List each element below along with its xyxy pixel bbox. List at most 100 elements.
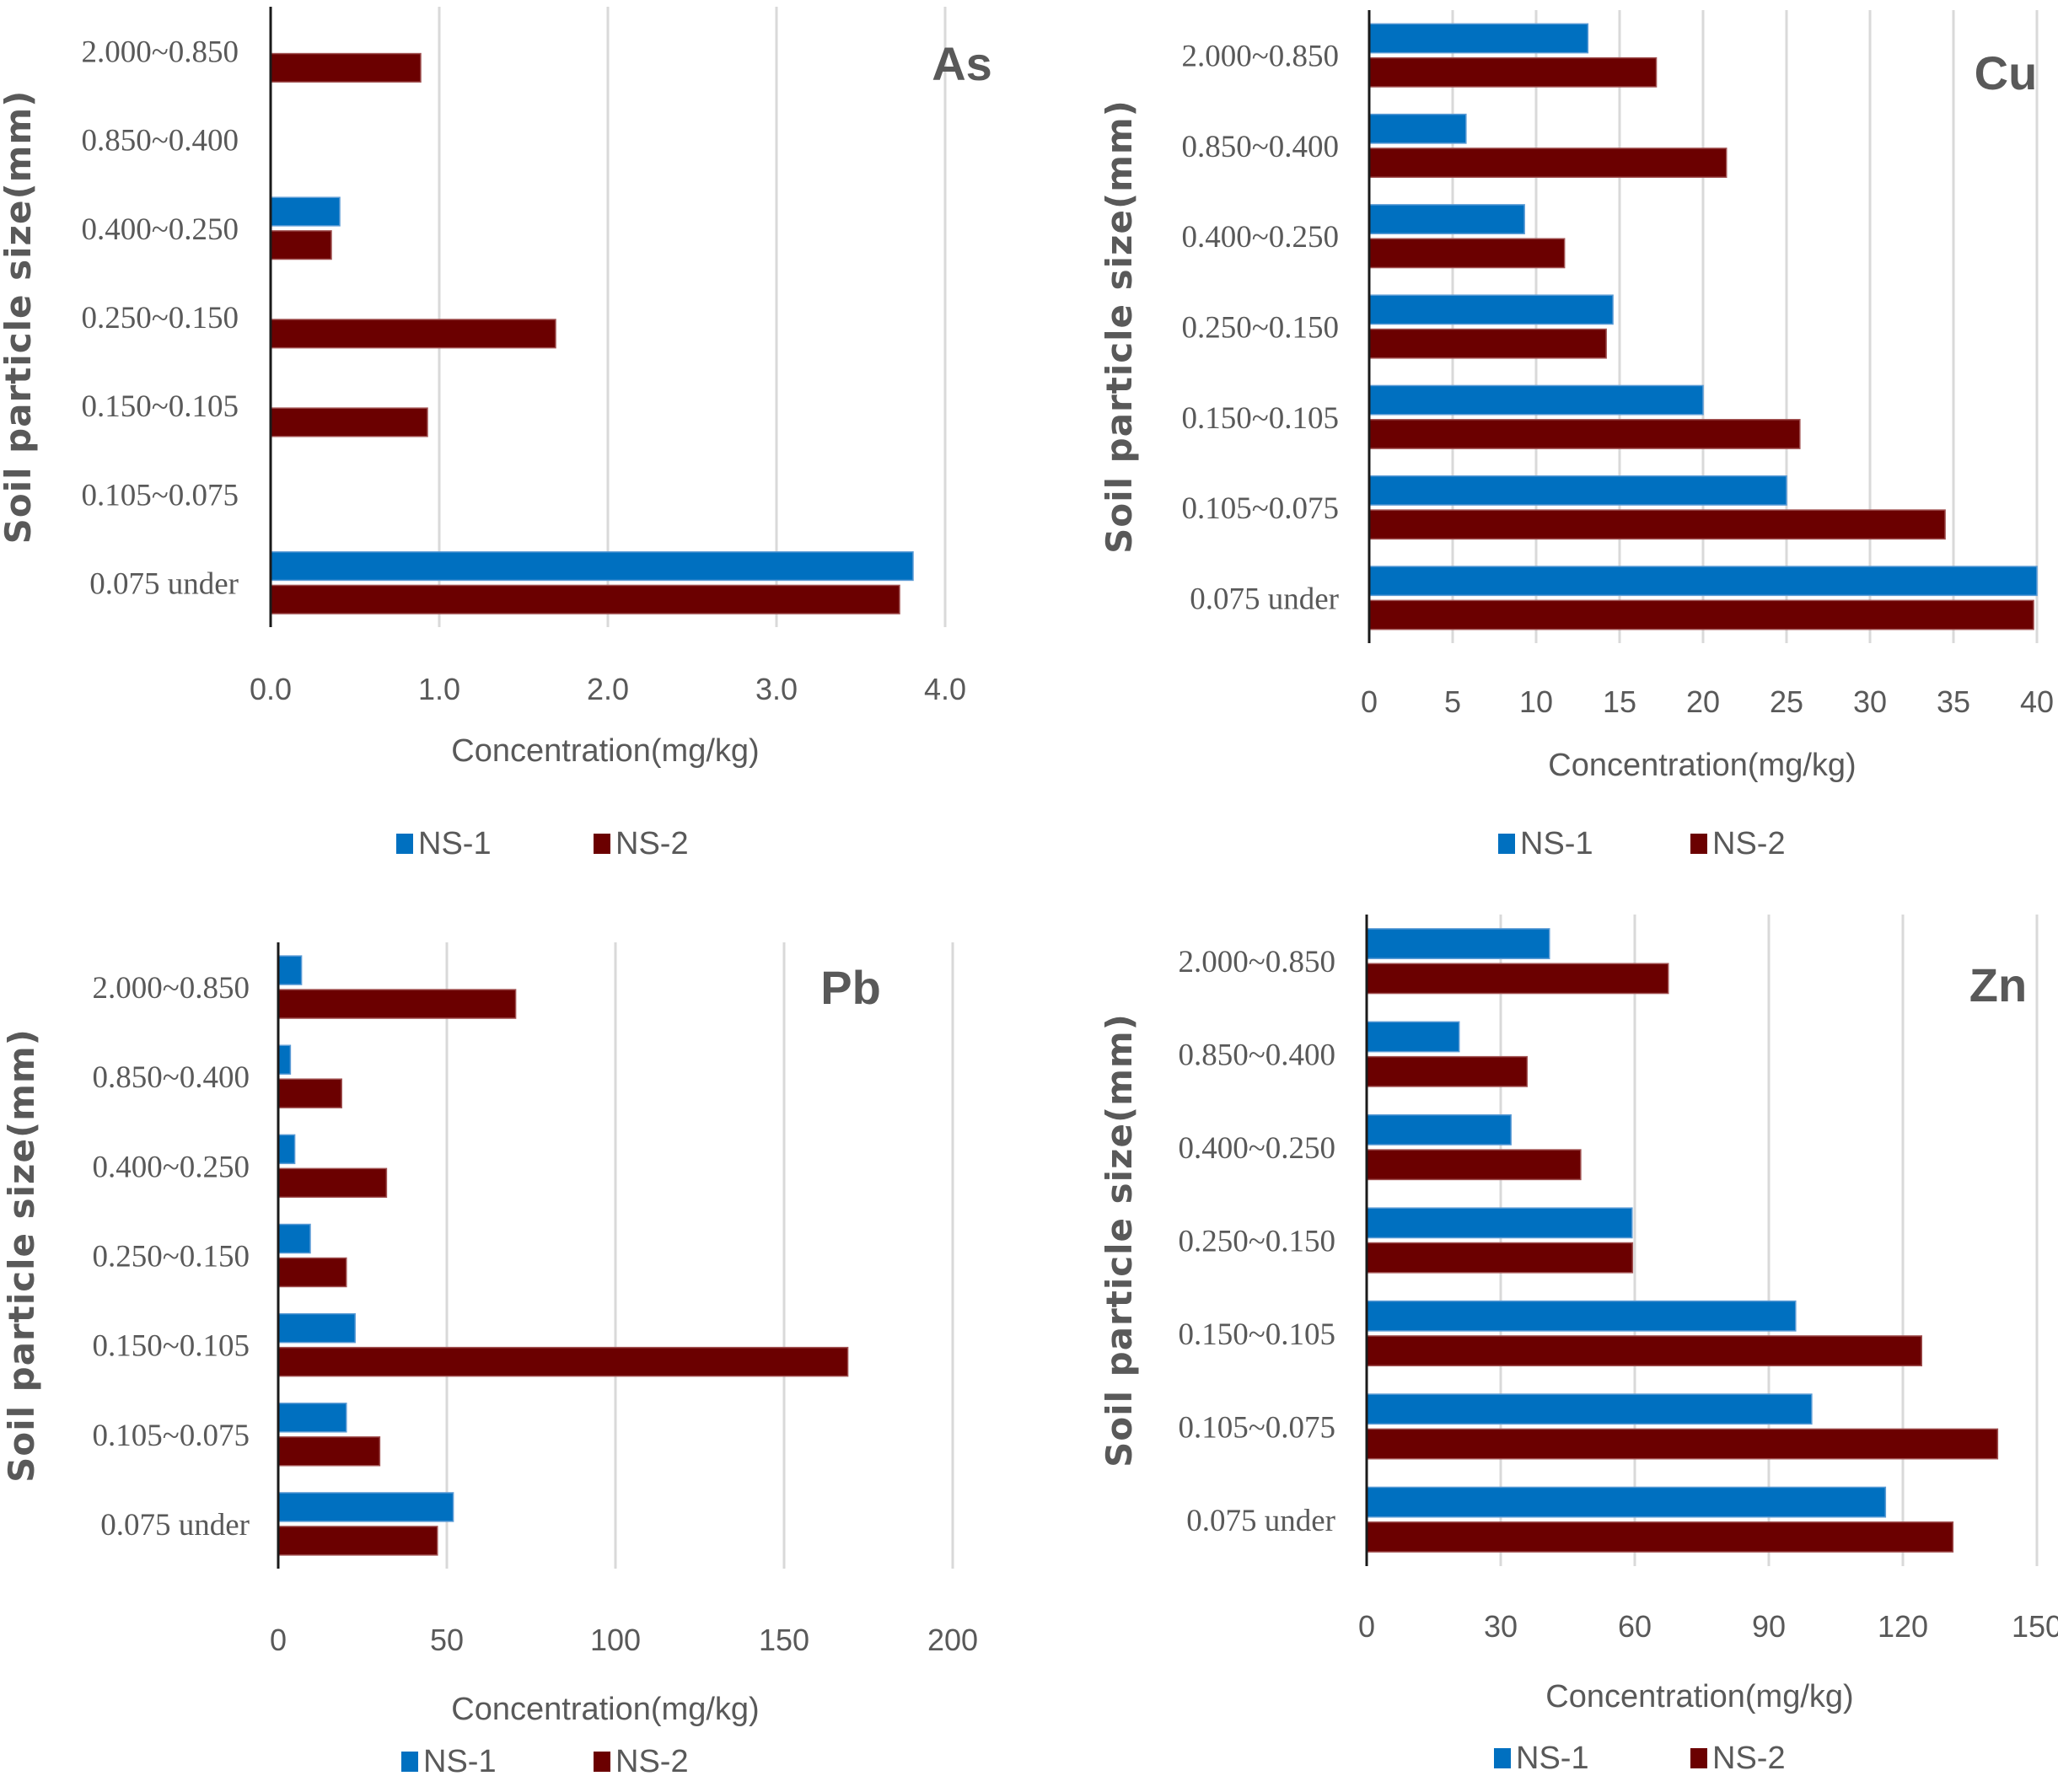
legend-item-ns-2[interactable]: NS-2 xyxy=(1690,1741,1786,1776)
y-category-label: 0.150~0.105 xyxy=(1181,401,1339,436)
bar-ns-2-2[interactable] xyxy=(270,230,332,260)
x-axis-title: Concentration(mg/kg) xyxy=(1548,748,1856,783)
bar-ns-2-6[interactable] xyxy=(277,1526,438,1556)
legend-label: NS-2 xyxy=(1712,1741,1786,1776)
bar-ns-1-3[interactable] xyxy=(277,1223,311,1254)
bar-ns-2-4[interactable] xyxy=(1366,1335,1923,1367)
legend-swatch xyxy=(594,834,610,854)
bar-ns-2-3[interactable] xyxy=(1366,1242,1634,1274)
bar-ns-1-4[interactable] xyxy=(1368,384,1704,416)
legend-item-ns-1[interactable]: NS-1 xyxy=(1494,1741,1589,1776)
bar-ns-2-6[interactable] xyxy=(1368,599,2034,630)
bar-ns-1-4[interactable] xyxy=(277,1312,356,1344)
x-tick-label: 10 xyxy=(1519,684,1553,719)
y-category-label: 2.000~0.850 xyxy=(92,971,250,1006)
legend-label: NS-2 xyxy=(615,826,689,861)
y-category-label: 0.250~0.150 xyxy=(1181,311,1339,346)
legend-label: NS-1 xyxy=(1516,1741,1589,1776)
bar-ns-2-0[interactable] xyxy=(270,52,422,83)
bar-ns-1-2[interactable] xyxy=(270,196,341,227)
bar-ns-2-0[interactable] xyxy=(277,989,517,1019)
bar-ns-2-4[interactable] xyxy=(1368,419,1801,449)
bar-ns-1-0[interactable] xyxy=(1368,23,1589,54)
bar-ns-1-6[interactable] xyxy=(270,551,914,582)
bar-ns-2-2[interactable] xyxy=(1368,238,1566,269)
x-tick-label: 25 xyxy=(1770,684,1803,719)
x-axis-title: Concentration(mg/kg) xyxy=(451,1692,759,1727)
legend-item-ns-2[interactable]: NS-2 xyxy=(594,826,689,861)
legend-label: NS-1 xyxy=(1520,826,1593,861)
legend-item-ns-2[interactable]: NS-2 xyxy=(1690,826,1786,861)
bar-ns-1-3[interactable] xyxy=(1368,294,1614,325)
y-category-label: 0.850~0.400 xyxy=(92,1060,250,1095)
bar-ns-1-2[interactable] xyxy=(1366,1113,1512,1145)
panel-element-label: Cu xyxy=(1975,46,2038,99)
y-category-label: 0.105~0.075 xyxy=(1178,1410,1335,1445)
y-category-label: 0.150~0.105 xyxy=(92,1329,250,1364)
bar-ns-2-4[interactable] xyxy=(270,407,428,437)
bar-ns-1-5[interactable] xyxy=(1366,1393,1813,1425)
bar-ns-2-3[interactable] xyxy=(1368,328,1607,359)
x-tick-label: 150 xyxy=(2012,1609,2058,1644)
x-tick-label: 60 xyxy=(1618,1609,1652,1644)
bar-ns-2-3[interactable] xyxy=(277,1257,347,1288)
y-category-label: 0.400~0.250 xyxy=(1181,220,1339,255)
bar-ns-2-0[interactable] xyxy=(1368,56,1658,88)
bar-ns-2-1[interactable] xyxy=(1366,1055,1529,1087)
panel-element-label: Pb xyxy=(820,961,881,1014)
chart-panel-pb: 0 50 100 150 200 2.000~0.850 0.850~0.400 0.400~… xyxy=(1,942,978,1779)
bar-ns-1-5[interactable] xyxy=(277,1403,347,1433)
bar-ns-2-2[interactable] xyxy=(277,1167,388,1199)
panel-element-label: Zn xyxy=(1969,958,2027,1011)
x-tick-label: 1.0 xyxy=(418,672,460,706)
bar-ns-1-6[interactable] xyxy=(1368,566,2038,597)
chart-panel-cu: 0 5 10 15 20 25 30 35 40 2.000~0.850 0.850~0.400 0.… xyxy=(1099,10,2054,861)
bar-ns-2-5[interactable] xyxy=(1368,509,1946,540)
bar-ns-1-1[interactable] xyxy=(277,1044,292,1075)
legend-item-ns-1[interactable]: NS-1 xyxy=(396,826,492,861)
x-axis-title: Concentration(mg/kg) xyxy=(451,733,759,769)
legend-item-ns-2[interactable]: NS-2 xyxy=(594,1744,689,1779)
bar-ns-1-2[interactable] xyxy=(277,1134,296,1165)
y-category-label: 0.400~0.250 xyxy=(1178,1131,1335,1166)
x-tick-label: 0 xyxy=(1358,1609,1375,1644)
bar-ns-1-0[interactable] xyxy=(1366,928,1550,959)
legend-swatch xyxy=(396,834,413,854)
bar-ns-2-6[interactable] xyxy=(1366,1521,1954,1553)
bar-ns-2-4[interactable] xyxy=(277,1346,849,1377)
y-category-label: 0.850~0.400 xyxy=(1181,130,1339,164)
x-tick-label: 200 xyxy=(927,1623,978,1657)
bar-ns-1-6[interactable] xyxy=(1366,1486,1887,1518)
y-category-label: 0.850~0.400 xyxy=(1178,1038,1335,1073)
bar-ns-2-1[interactable] xyxy=(1368,148,1728,179)
bar-ns-2-0[interactable] xyxy=(1366,963,1669,995)
x-tick-label: 40 xyxy=(2020,684,2054,719)
legend-label: NS-2 xyxy=(1712,826,1786,861)
y-category-label: 0.075 under xyxy=(1190,582,1339,616)
bar-ns-1-0[interactable] xyxy=(277,955,303,985)
legend-swatch xyxy=(594,1752,610,1772)
bar-ns-1-5[interactable] xyxy=(1368,475,1787,506)
bar-ns-2-3[interactable] xyxy=(270,319,556,349)
x-tick-label: 20 xyxy=(1686,684,1720,719)
bar-ns-2-6[interactable] xyxy=(270,584,900,614)
bar-ns-2-5[interactable] xyxy=(1366,1428,1999,1460)
bar-ns-2-2[interactable] xyxy=(1366,1149,1582,1181)
bar-ns-1-3[interactable] xyxy=(1366,1207,1633,1239)
legend-item-ns-1[interactable]: NS-1 xyxy=(401,1744,497,1779)
y-category-label: 0.400~0.250 xyxy=(81,212,239,247)
bar-ns-1-6[interactable] xyxy=(277,1492,454,1522)
bar-ns-1-4[interactable] xyxy=(1366,1300,1797,1332)
bar-ns-2-1[interactable] xyxy=(277,1078,342,1108)
bar-ns-1-1[interactable] xyxy=(1368,113,1467,144)
x-tick-label: 150 xyxy=(759,1623,809,1657)
bar-ns-1-1[interactable] xyxy=(1366,1021,1460,1053)
legend-swatch xyxy=(1494,1748,1511,1768)
legend-item-ns-1[interactable]: NS-1 xyxy=(1498,826,1593,861)
panel-element-label: As xyxy=(932,37,992,90)
legend-swatch xyxy=(1690,1748,1707,1768)
bar-ns-2-5[interactable] xyxy=(277,1436,381,1467)
bar-ns-1-2[interactable] xyxy=(1368,204,1525,234)
y-category-label: 0.400~0.250 xyxy=(92,1150,250,1184)
